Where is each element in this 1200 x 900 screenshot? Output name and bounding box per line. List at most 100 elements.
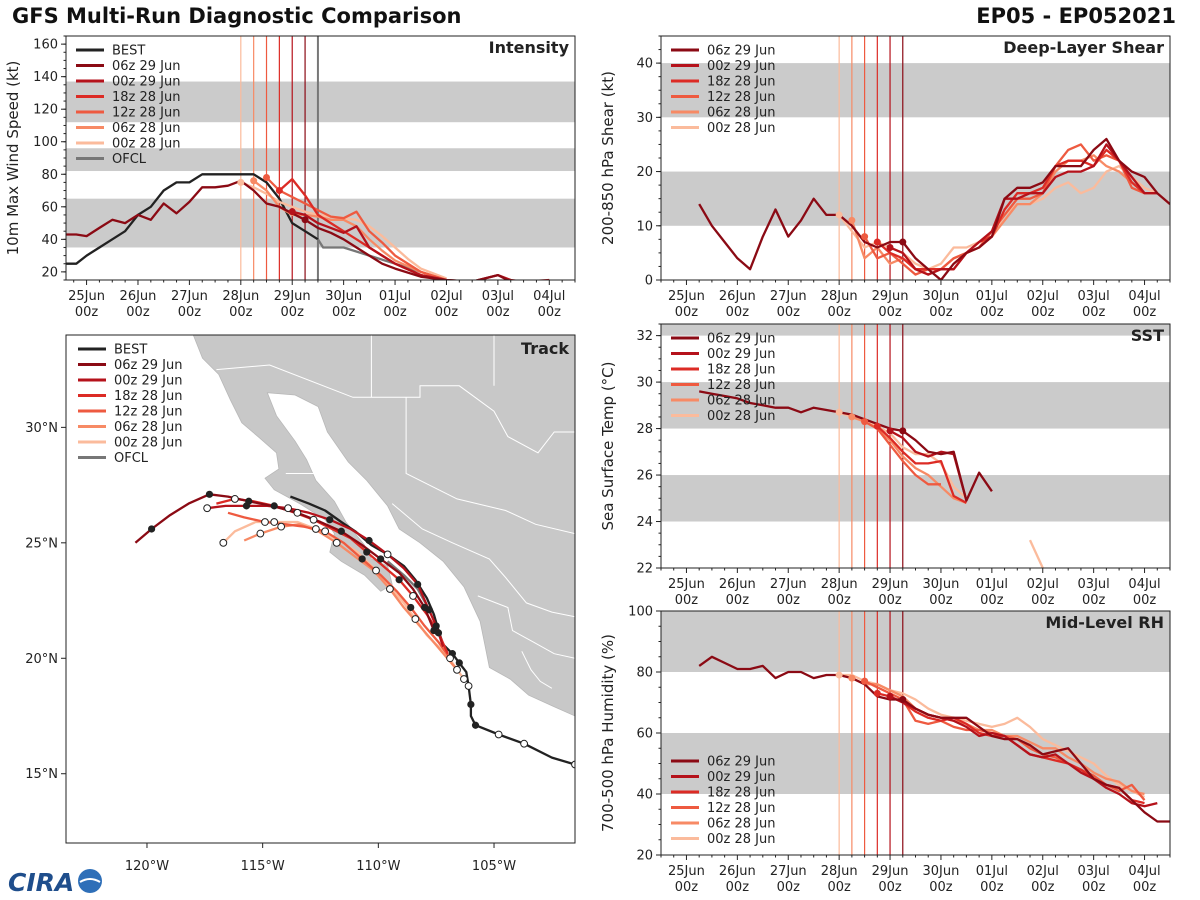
intensity-panel: 2040608010012014016025Jun00z26Jun00z27Ju… [4, 35, 576, 320]
sst-legend-label: 18z 28 Jun [707, 363, 776, 378]
sst-x-tick-label-hour: 00z [929, 593, 953, 608]
sst-x-tick-label: 27Jun [770, 577, 807, 592]
intensity-y-axis-label: 10m Max Wind Speed (kt) [4, 61, 22, 256]
shear-x-tick-label: 04Jul [1128, 289, 1160, 304]
shear-x-tick-label: 28Jun [821, 289, 858, 304]
intensity-init-marker [237, 178, 245, 186]
intensity-legend-label: 06z 28 Jun [112, 121, 181, 136]
shear-x-tick-label: 03Jul [1078, 289, 1110, 304]
track-point-closed [377, 555, 385, 563]
track-point-open [311, 525, 320, 533]
rh-init-marker [848, 674, 856, 682]
rh-x-tick-label: 29Jun [872, 864, 909, 879]
shear-x-tick-label-hour: 00z [878, 305, 902, 320]
track-legend-label: 06z 29 Jun [114, 358, 183, 373]
sst-x-tick-label-hour: 00z [726, 593, 750, 608]
track-y-tick-label: 15°N [25, 767, 58, 782]
rh-x-tick-label: 27Jun [770, 864, 807, 879]
shear-legend-label: 12z 28 Jun [707, 90, 776, 105]
intensity-band [66, 81, 575, 123]
sst-y-tick-label: 22 [636, 562, 653, 577]
rh-x-tick-label: 03Jul [1078, 864, 1110, 879]
intensity-x-tick-label-hour: 00z [126, 305, 150, 320]
track-point-closed [421, 603, 429, 612]
land-polygon [192, 335, 575, 717]
track-point-open [332, 538, 341, 547]
intensity-x-tick-label-hour: 00z [178, 305, 202, 320]
track-point-closed [270, 502, 278, 510]
intensity-y-tick-label: 160 [33, 38, 58, 53]
sst-band [661, 475, 1170, 522]
rh-y-tick-label: 60 [636, 727, 653, 742]
shear-x-tick-label: 26Jun [719, 289, 756, 304]
sst-x-tick-label: 29Jun [872, 577, 909, 592]
track-legend-label: OFCL [114, 451, 149, 466]
sst-legend-label: 00z 29 Jun [707, 347, 776, 362]
track-legend-label: 06z 28 Jun [114, 420, 183, 435]
rh-panel-title: Mid-Level RH [1045, 613, 1164, 632]
shear-x-tick-label: 25Jun [668, 289, 705, 304]
intensity-x-tick-label-hour: 00z [538, 305, 562, 320]
rh-x-tick-label-hour: 00z [827, 880, 851, 895]
sst-x-tick-label: 03Jul [1078, 577, 1110, 592]
intensity-legend-label: BEST [112, 44, 145, 59]
track-y-tick-label: 20°N [25, 652, 58, 667]
shear-series-group [698, 137, 1170, 280]
intensity-series-line [66, 173, 319, 265]
sst-x-tick-label-hour: 00z [827, 593, 851, 608]
shear-band [661, 63, 1170, 118]
track-point-closed [455, 659, 463, 667]
shear-x-tick-label-hour: 00z [726, 305, 750, 320]
sst-x-tick-label-hour: 00z [1031, 593, 1055, 608]
track-legend-label: 12z 28 Jun [114, 405, 183, 420]
rh-x-tick-label-hour: 00z [675, 880, 699, 895]
sst-x-tick-label-hour: 00z [675, 593, 699, 608]
track-x-tick-label: 115°W [241, 859, 285, 874]
globe-icon [78, 869, 102, 893]
state-border [216, 364, 575, 454]
shear-series-line [889, 143, 1158, 276]
rh-init-marker [835, 671, 843, 679]
track-point-open [277, 522, 286, 531]
sst-series-line [1028, 539, 1044, 568]
rh-x-tick-label: 30Jun [923, 864, 960, 879]
sst-y-axis-label: Sea Surface Temp (°C) [599, 361, 617, 530]
shear-x-tick-label-hour: 00z [980, 305, 1004, 320]
intensity-series-group [66, 173, 550, 280]
shear-x-tick-label: 29Jun [872, 289, 909, 304]
shear-legend-label: 06z 29 Jun [707, 44, 776, 59]
intensity-x-tick-label-hour: 00z [229, 305, 253, 320]
sst-x-tick-label-hour: 00z [878, 593, 902, 608]
rh-y-axis-label: 700-500 hPa Humidity (%) [599, 634, 617, 832]
track-legend-label: BEST [114, 343, 147, 358]
shear-init-marker [899, 238, 907, 246]
shear-x-tick-label-hour: 00z [1031, 305, 1055, 320]
rh-x-tick-label-hour: 00z [878, 880, 902, 895]
rh-legend-label: 06z 29 Jun [707, 755, 776, 770]
sst-init-marker [886, 427, 894, 435]
rh-init-marker [861, 677, 869, 685]
rh-band [661, 733, 1170, 794]
rh-x-tick-label: 28Jun [821, 864, 858, 879]
shear-legend-label: 06z 28 Jun [707, 106, 776, 121]
intensity-x-tick-label: 29Jun [274, 289, 311, 304]
track-point-open [446, 654, 454, 663]
track-point-closed [337, 527, 345, 535]
intensity-legend-label: 00z 28 Jun [112, 137, 181, 152]
shear-init-marker [873, 238, 881, 246]
sst-y-tick-label: 26 [636, 469, 653, 484]
shear-x-tick-label-hour: 00z [675, 305, 699, 320]
shear-x-tick-label: 27Jun [770, 289, 807, 304]
track-legend-label: 18z 28 Jun [114, 389, 183, 404]
sst-x-tick-label: 28Jun [821, 577, 858, 592]
track-point-open [383, 550, 392, 559]
track-legend-label: 00z 28 Jun [114, 436, 183, 451]
track-point-closed [358, 555, 366, 563]
shear-y-tick-label: 10 [636, 219, 653, 234]
shear-x-tick-label: 30Jun [923, 289, 960, 304]
track-point-closed [395, 576, 403, 584]
track-point-open [219, 538, 228, 547]
track-point-closed [245, 497, 253, 505]
shear-series-line [876, 148, 1146, 271]
track-x-tick-label: 105°W [472, 859, 516, 874]
